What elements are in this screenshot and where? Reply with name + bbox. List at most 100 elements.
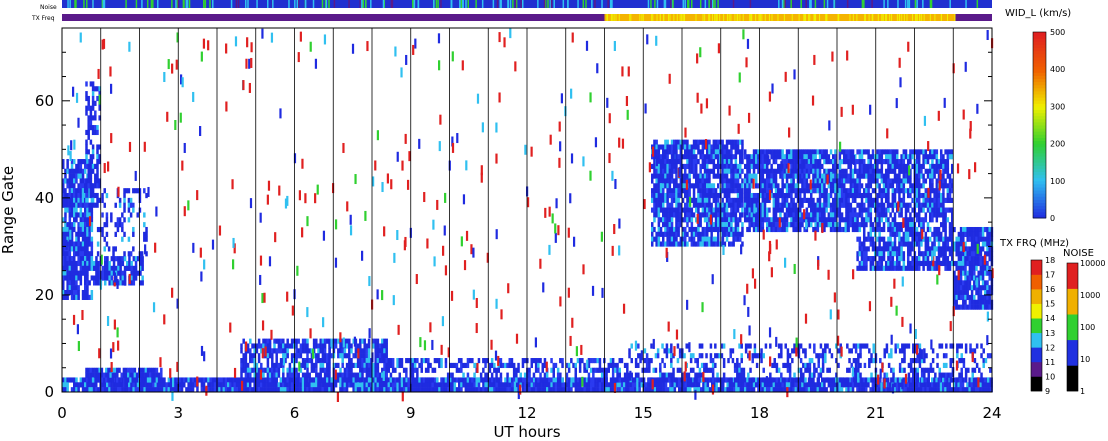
echo-cell [946,377,949,383]
echo-cell [94,115,97,121]
echo-cell [73,226,76,233]
echo-cell [611,358,615,364]
echo-cell [684,163,687,170]
noise-strip-mark [475,0,477,8]
echo-cell [662,192,665,199]
echo-cell [266,358,270,364]
echo-cell [367,367,371,373]
echo-cell [988,382,991,388]
echo-cell [836,212,839,218]
echo-cell [460,358,463,364]
echo-cell [79,275,83,281]
echo-cell [352,338,355,344]
echo-cell [565,362,569,369]
echo-cell [651,222,654,228]
echo-cell [657,178,661,184]
echo-cell [416,382,419,388]
echo-cell [673,226,676,233]
echo-cell [799,358,803,364]
echo-cell [695,154,698,160]
echo-cell [848,367,851,373]
echo-cell [87,168,90,174]
echo-cell [73,246,76,252]
echo-cell [785,159,789,165]
echo-cell [249,387,252,393]
noise-strip-mark [914,0,917,8]
echo-cell [972,377,976,383]
echo-cell [295,358,298,364]
echo-cell [183,377,186,383]
echo-cell [98,183,101,189]
echo-cell [818,382,822,388]
echo-cell [328,367,331,373]
echo-cell [295,372,298,378]
tx-freq-mark [929,14,931,21]
noise-strip-mark [916,0,918,8]
echo-cell [668,188,672,194]
echo-cell [662,207,665,213]
echo-cell [708,236,711,242]
echo-cell [823,159,826,165]
echo-cell [105,241,109,247]
echo-cell [721,217,724,223]
echo-cell [334,343,338,349]
echo-cell [207,382,210,388]
echo-cell [774,207,778,213]
echo-cell [741,168,744,174]
echo-cell [295,348,298,354]
echo-cell [709,367,713,373]
echo-cell [688,144,691,150]
echo-cell [657,154,661,160]
echo-cell [690,241,694,247]
echo-cell [266,382,270,388]
echo-cell [651,226,654,233]
echo-cell [90,275,94,281]
echo-cell [649,387,652,393]
echo-cell [94,100,97,106]
echo-cell [403,382,406,388]
echo-cell [783,159,787,165]
echo-cell [235,377,239,383]
echo-cell [788,387,791,393]
echo-cell [832,183,835,189]
echo-cell [70,275,74,281]
echo-cell [576,382,580,388]
echo-cell [673,197,676,203]
tx-freq-mark [683,14,685,21]
echo-cell [81,168,85,174]
echo-cell [834,178,837,184]
echo-cell [834,173,837,179]
echo-cell [684,173,687,179]
echo-cell [882,387,886,393]
echo-cell [655,207,658,213]
echo-cell [475,382,479,388]
echo-cell [927,377,930,383]
echo-cell [81,377,85,383]
echo-cell [723,202,727,208]
echo-cell [710,183,713,189]
echo-cell [301,372,305,378]
echo-cell [398,362,401,369]
echo-cell [451,382,454,388]
noise-strip-mark [833,0,835,8]
echo-cell [688,173,691,179]
echo-cell [857,343,860,349]
echo-cell [427,358,430,364]
echo-cell [172,387,175,393]
echo-cell [860,387,864,393]
echo-cell [62,231,65,237]
echo-cell [898,362,902,369]
echo-cell [103,222,106,228]
echo-cell [319,358,322,364]
echo-cell [824,358,827,364]
echo-cell [557,382,560,388]
echo-cell [90,226,94,233]
echo-cell [594,377,597,383]
echo-cell [808,358,812,364]
echo-cell [62,202,65,208]
echo-cell [66,275,69,281]
echo-cell [725,159,729,165]
echo-cell [517,367,520,373]
echo-cell [115,256,118,262]
echo-cell [655,139,658,145]
